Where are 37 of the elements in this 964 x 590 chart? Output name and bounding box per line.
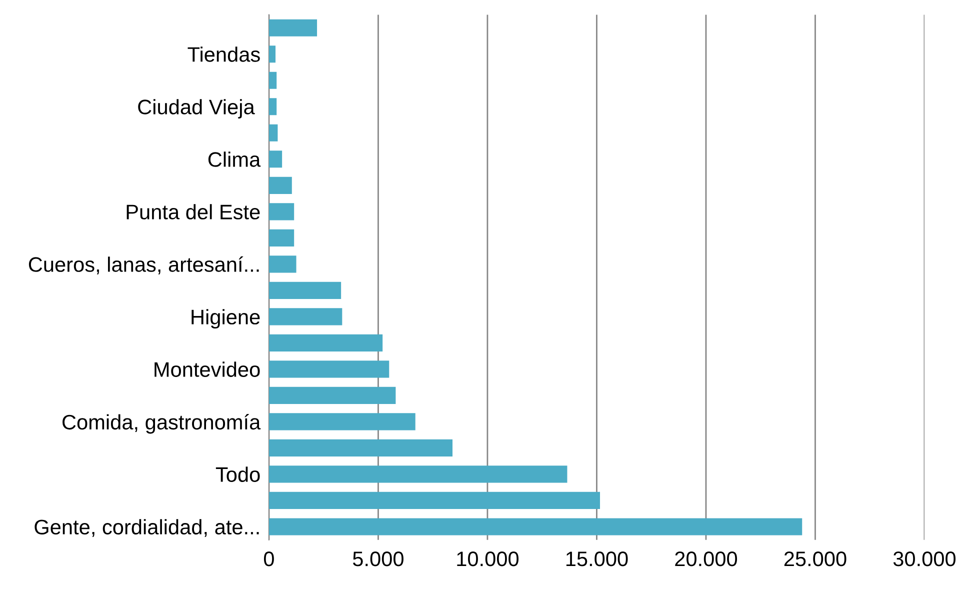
bar	[268, 439, 452, 456]
y-tick-label: Cueros, lanas, artesaní...	[28, 256, 259, 274]
y-tick-label: Todo	[216, 466, 260, 482]
y-tick-label: Gente, cordialidad, ate...	[34, 519, 259, 537]
bar	[268, 19, 318, 36]
x-tick-label: 10.000	[457, 552, 519, 566]
bar	[268, 229, 294, 246]
bar	[268, 386, 396, 404]
y-tick-label: Clima	[208, 152, 261, 167]
y-tick-label: Ciudad Vieja	[138, 99, 255, 119]
y-tick-label: Tiendas	[188, 46, 260, 62]
x-tick-label: 5.000	[352, 552, 404, 566]
bar	[268, 360, 390, 378]
bar	[268, 256, 296, 273]
x-tick-label: 15.000	[566, 552, 628, 566]
x-tick-label: 30.000	[893, 552, 956, 566]
x-tick-label: 20.000	[675, 552, 738, 566]
x-tick-label: 0	[264, 552, 274, 566]
bar	[268, 308, 342, 326]
bar	[268, 492, 600, 509]
y-tick-label: Comida, gastronomía	[62, 414, 261, 434]
bar	[268, 334, 383, 352]
x-tick-label: 25.000	[784, 552, 846, 566]
bar	[268, 282, 342, 299]
bar	[268, 518, 802, 536]
bar	[268, 98, 277, 116]
bar	[268, 413, 416, 430]
bar	[268, 203, 294, 220]
y-tick-label: Montevideo	[154, 362, 260, 377]
bar	[268, 72, 277, 89]
y-tick-label: Higiene	[192, 309, 260, 329]
bar	[268, 124, 278, 142]
bar	[268, 46, 276, 63]
y-tick-label: Punta del Este	[126, 204, 260, 220]
bar	[268, 466, 568, 483]
bar	[268, 150, 282, 168]
bar	[268, 176, 292, 194]
